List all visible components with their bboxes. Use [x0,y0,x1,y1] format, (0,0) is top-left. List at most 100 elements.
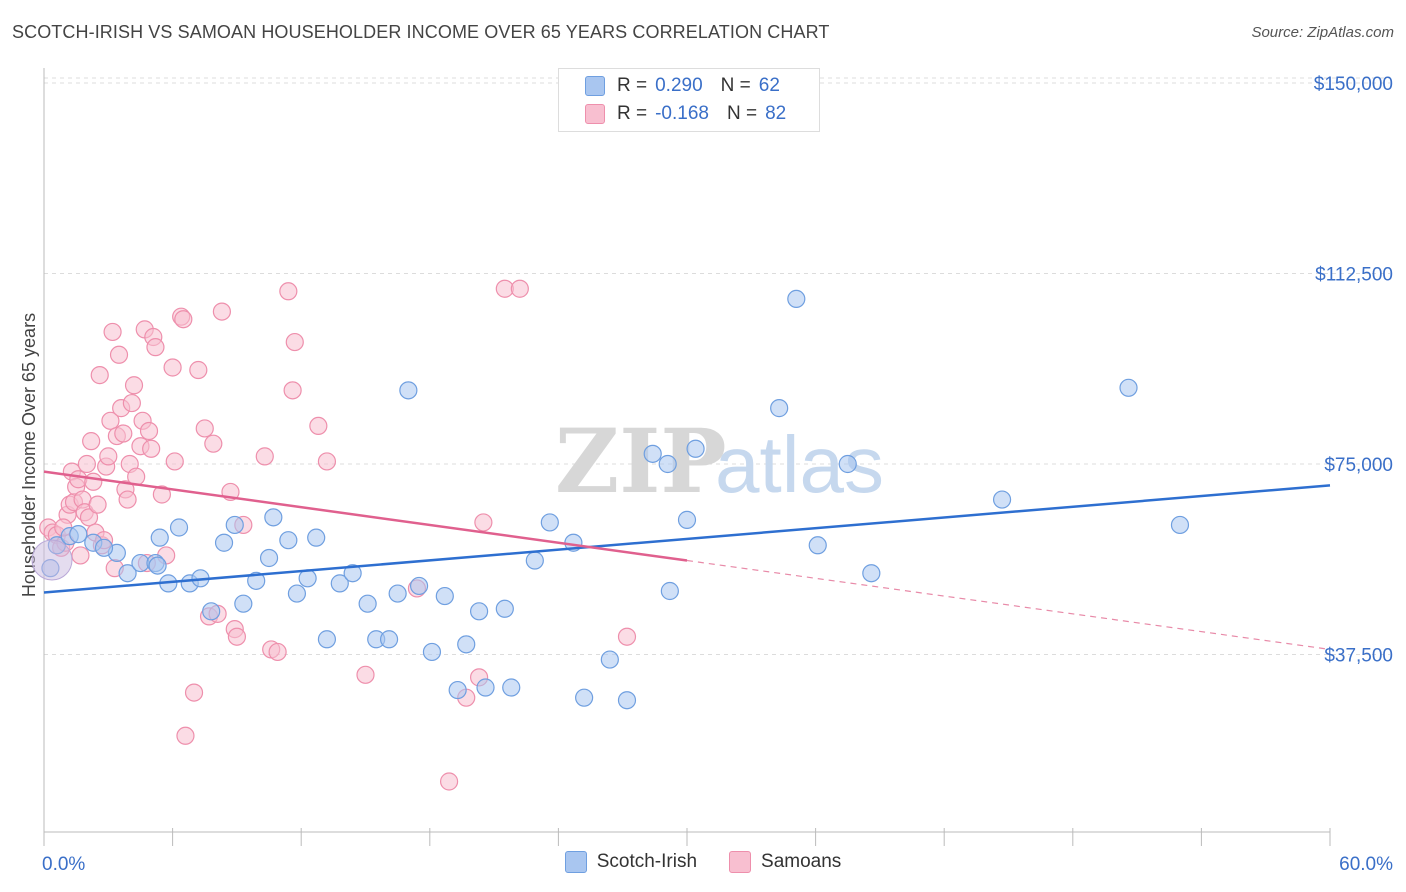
data-point [195,419,214,438]
legend-r-label: R = [617,103,648,124]
data-point [1119,378,1138,397]
data-point [146,338,165,357]
data-point [189,360,208,380]
data-point [279,531,298,550]
data-point [1170,515,1190,535]
data-point [99,447,118,466]
data-point [90,366,109,385]
data-point [103,322,122,342]
data-point [88,495,107,514]
y-tick-label: $37,500 [1324,646,1393,667]
data-point [502,678,521,697]
data-point [356,665,375,684]
legend-n-value: 82 [765,103,787,124]
data-point [838,454,857,474]
data-point [69,525,88,544]
data-point [439,772,459,791]
data-point [77,454,96,474]
y-tick-label: $75,000 [1324,455,1393,476]
correlation-legend: R = 0.290 N = 62 R = -0.168 N = 82 [558,68,820,132]
legend-n-label: N = [726,103,758,124]
legend-label: Scotch-Irish [596,851,698,872]
data-point [409,576,429,596]
data-point [388,584,407,603]
series-legend: Scotch-Irish Samoans [0,851,1406,873]
data-point [255,447,274,466]
data-point [202,602,221,621]
data-point [184,683,204,702]
legend-label: Samoans [761,851,842,872]
data-point [309,416,328,435]
data-point [259,548,279,568]
data-point [109,345,129,364]
data-point [82,432,101,451]
data-point [422,642,442,662]
legend-item-samoans[interactable]: Samoans [729,851,841,873]
legend-r-value: 0.290 [655,75,703,96]
data-point [770,399,789,418]
data-point [686,439,705,458]
data-point [150,528,169,547]
y-axis-label: Householder Income Over 65 years [19,313,39,597]
data-point [287,584,307,603]
trendline-samoans-extension [686,559,1331,651]
y-tick-label: $112,500 [1315,265,1393,286]
legend-r-label: R = [617,75,648,96]
data-point [379,630,399,649]
data-point [165,452,184,471]
data-point [474,513,493,532]
data-point [435,586,454,606]
data-point [204,434,223,453]
data-point [234,594,253,613]
data-point [174,310,193,329]
x-tick-label: 60.0% [1339,854,1393,875]
data-point [307,528,326,547]
source-label: Source: ZipAtlas.com [1251,24,1394,41]
data-point [658,454,677,474]
trendline-samoans [43,470,688,562]
data-point [469,602,489,621]
data-point [118,564,137,583]
legend-n-label: N = [720,75,751,96]
legend-item-scotch-irish[interactable]: Scotch-Irish [564,851,698,873]
data-point [279,282,298,301]
legend-row-scotch-irish: R = 0.290 N = 62 [585,74,798,98]
data-point [317,630,337,649]
data-point [358,594,377,613]
data-point [643,444,662,463]
data-point [94,538,114,557]
legend-n-value: 62 [758,75,780,96]
data-point [992,490,1012,509]
data-point [264,508,283,527]
data-point [214,533,234,552]
data-point [330,574,349,593]
data-point [152,485,171,504]
data-point [476,678,495,697]
data-point [298,569,317,588]
data-point [114,424,133,443]
data-point [268,642,287,662]
data-point [283,381,302,400]
data-point [227,627,246,646]
data-point [69,470,88,489]
trendline-scotch-irish [43,484,1331,594]
series-samoans [39,279,637,791]
data-point [124,376,144,395]
data-point [540,513,559,532]
data-point [525,551,544,570]
x-tick-label: 0.0% [42,854,85,875]
data-point [600,650,619,669]
data-point [660,581,679,601]
data-point [677,510,697,529]
data-point [31,539,73,581]
y-tick-label: $150,000 [1314,74,1393,95]
data-point [787,289,806,308]
data-point [169,518,189,537]
data-point [118,490,137,509]
series-scotch-irish [41,289,1190,710]
data-point [142,439,161,458]
data-point [317,452,337,471]
chart-title: SCOTCH-IRISH VS SAMOAN HOUSEHOLDER INCOM… [12,22,830,42]
data-point [139,421,159,441]
